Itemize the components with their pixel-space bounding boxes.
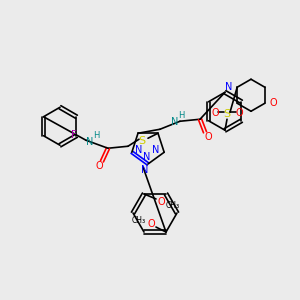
Text: O: O — [235, 108, 243, 118]
Text: N: N — [226, 82, 233, 92]
Text: CH₃: CH₃ — [132, 216, 146, 225]
Text: H: H — [178, 111, 184, 120]
Text: O: O — [269, 98, 277, 108]
Text: O: O — [95, 161, 103, 171]
Text: O: O — [157, 197, 165, 207]
Text: N: N — [86, 137, 94, 147]
Text: N: N — [143, 152, 151, 162]
Text: CH₃: CH₃ — [166, 201, 180, 210]
Text: N: N — [135, 145, 142, 155]
Text: H: H — [93, 131, 99, 140]
Text: F: F — [70, 130, 76, 140]
Text: S: S — [224, 109, 231, 119]
Text: O: O — [147, 219, 155, 229]
Text: S: S — [138, 136, 146, 146]
Text: N: N — [171, 117, 179, 127]
Text: N: N — [152, 145, 160, 155]
Text: N: N — [141, 165, 149, 175]
Text: O: O — [211, 108, 219, 118]
Text: O: O — [204, 132, 212, 142]
